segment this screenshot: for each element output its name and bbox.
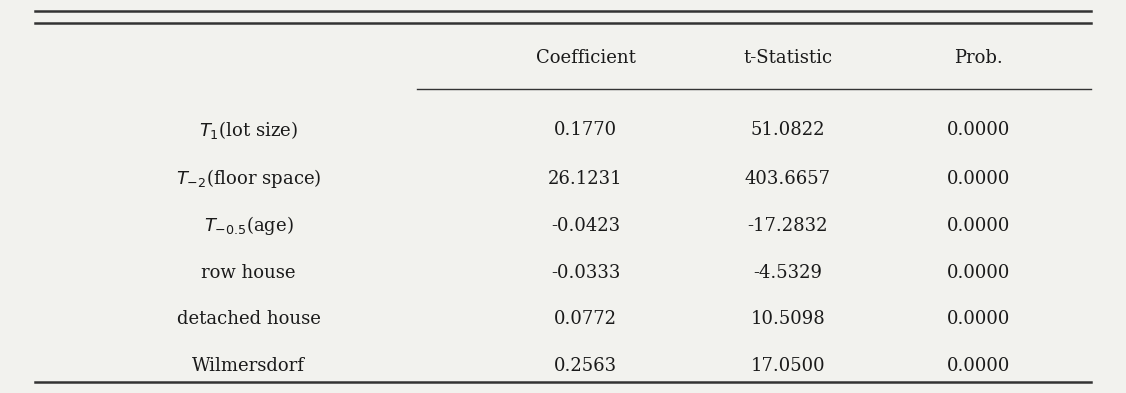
Text: 26.1231: 26.1231	[548, 170, 623, 188]
Text: $T_{-2}$(floor space): $T_{-2}$(floor space)	[176, 167, 321, 191]
Text: 0.0000: 0.0000	[947, 357, 1010, 375]
Text: 0.0000: 0.0000	[947, 310, 1010, 329]
Text: row house: row house	[202, 264, 296, 282]
Text: -0.0423: -0.0423	[551, 217, 620, 235]
Text: 0.0000: 0.0000	[947, 121, 1010, 139]
Text: Wilmersdorf: Wilmersdorf	[193, 357, 305, 375]
Text: $T_{1}$(lot size): $T_{1}$(lot size)	[199, 119, 298, 141]
Text: 0.0772: 0.0772	[554, 310, 617, 329]
Text: -17.2832: -17.2832	[748, 217, 828, 235]
Text: 0.0000: 0.0000	[947, 170, 1010, 188]
Text: -4.5329: -4.5329	[753, 264, 822, 282]
Text: detached house: detached house	[177, 310, 321, 329]
Text: 403.6657: 403.6657	[744, 170, 831, 188]
Text: 0.1770: 0.1770	[554, 121, 617, 139]
Text: t-Statistic: t-Statistic	[743, 49, 832, 67]
Text: -0.0333: -0.0333	[551, 264, 620, 282]
Text: 17.0500: 17.0500	[750, 357, 825, 375]
Text: 0.0000: 0.0000	[947, 264, 1010, 282]
Text: Prob.: Prob.	[954, 49, 1003, 67]
Text: Coefficient: Coefficient	[536, 49, 635, 67]
Text: 10.5098: 10.5098	[750, 310, 825, 329]
Text: 51.0822: 51.0822	[750, 121, 825, 139]
Text: $T_{-0.5}$(age): $T_{-0.5}$(age)	[204, 214, 293, 237]
Text: 0.2563: 0.2563	[554, 357, 617, 375]
Text: 0.0000: 0.0000	[947, 217, 1010, 235]
